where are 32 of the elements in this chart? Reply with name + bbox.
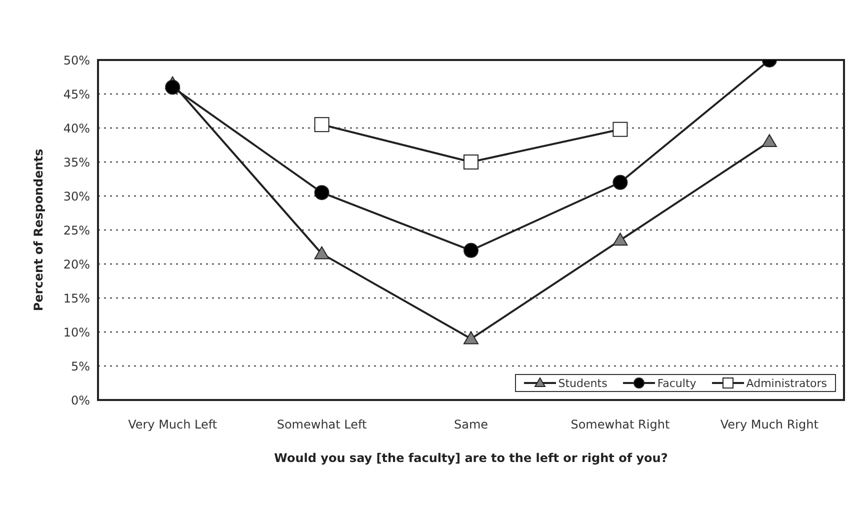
x-tick-label: Same: [454, 418, 488, 432]
y-tick-label: 10%: [63, 325, 90, 340]
y-axis-title: Percent of Respondents: [31, 148, 46, 312]
point: [165, 80, 180, 95]
y-tick-label: 30%: [63, 189, 90, 204]
x-tick-label: Very Much Left: [128, 418, 218, 432]
y-tick-label: 15%: [63, 291, 90, 306]
point: [464, 242, 478, 258]
y-tick-label: 50%: [63, 53, 90, 68]
y-tick-label: 35%: [63, 155, 90, 170]
point: [464, 331, 478, 344]
point: [314, 246, 330, 260]
point: [612, 232, 628, 246]
point: [314, 117, 330, 132]
y-tick-label: 20%: [63, 257, 90, 272]
point: [464, 154, 478, 170]
point: [762, 134, 777, 147]
y-tick-label: 25%: [63, 223, 90, 238]
y-tick-label: 45%: [63, 87, 90, 102]
point: [314, 185, 330, 200]
legend-label: Administrators: [745, 376, 827, 390]
x-tick-label: Somewhat Right: [570, 418, 670, 432]
x-tick-label: Very Much Right: [720, 418, 819, 432]
legend-label: Students: [557, 376, 608, 390]
x-tick-label: Somewhat Left: [276, 418, 368, 432]
legend-label: Faculty: [656, 376, 696, 390]
point: [612, 122, 628, 137]
point: [612, 174, 628, 190]
x-axis-title: Would you say [the faculty] are to the left or right of you?: [274, 451, 668, 465]
y-tick-label: 0%: [70, 393, 90, 408]
y-tick-label: 40%: [63, 121, 90, 136]
y-tick-label: 5%: [70, 359, 90, 374]
